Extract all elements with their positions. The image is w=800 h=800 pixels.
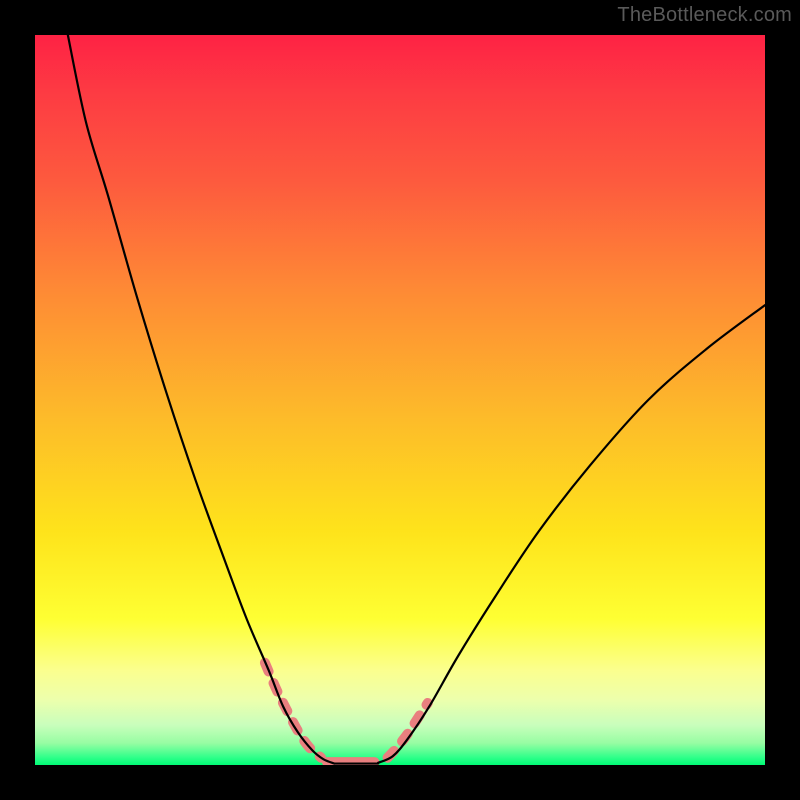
highlight-left — [265, 663, 321, 758]
plot-area — [35, 35, 765, 765]
curve-right — [378, 305, 765, 763]
curve-svg — [35, 35, 765, 765]
curve-left — [68, 35, 334, 764]
watermark-text: TheBottleneck.com — [617, 4, 792, 27]
chart-frame: TheBottleneck.com — [0, 0, 800, 800]
highlight-right — [388, 703, 428, 758]
